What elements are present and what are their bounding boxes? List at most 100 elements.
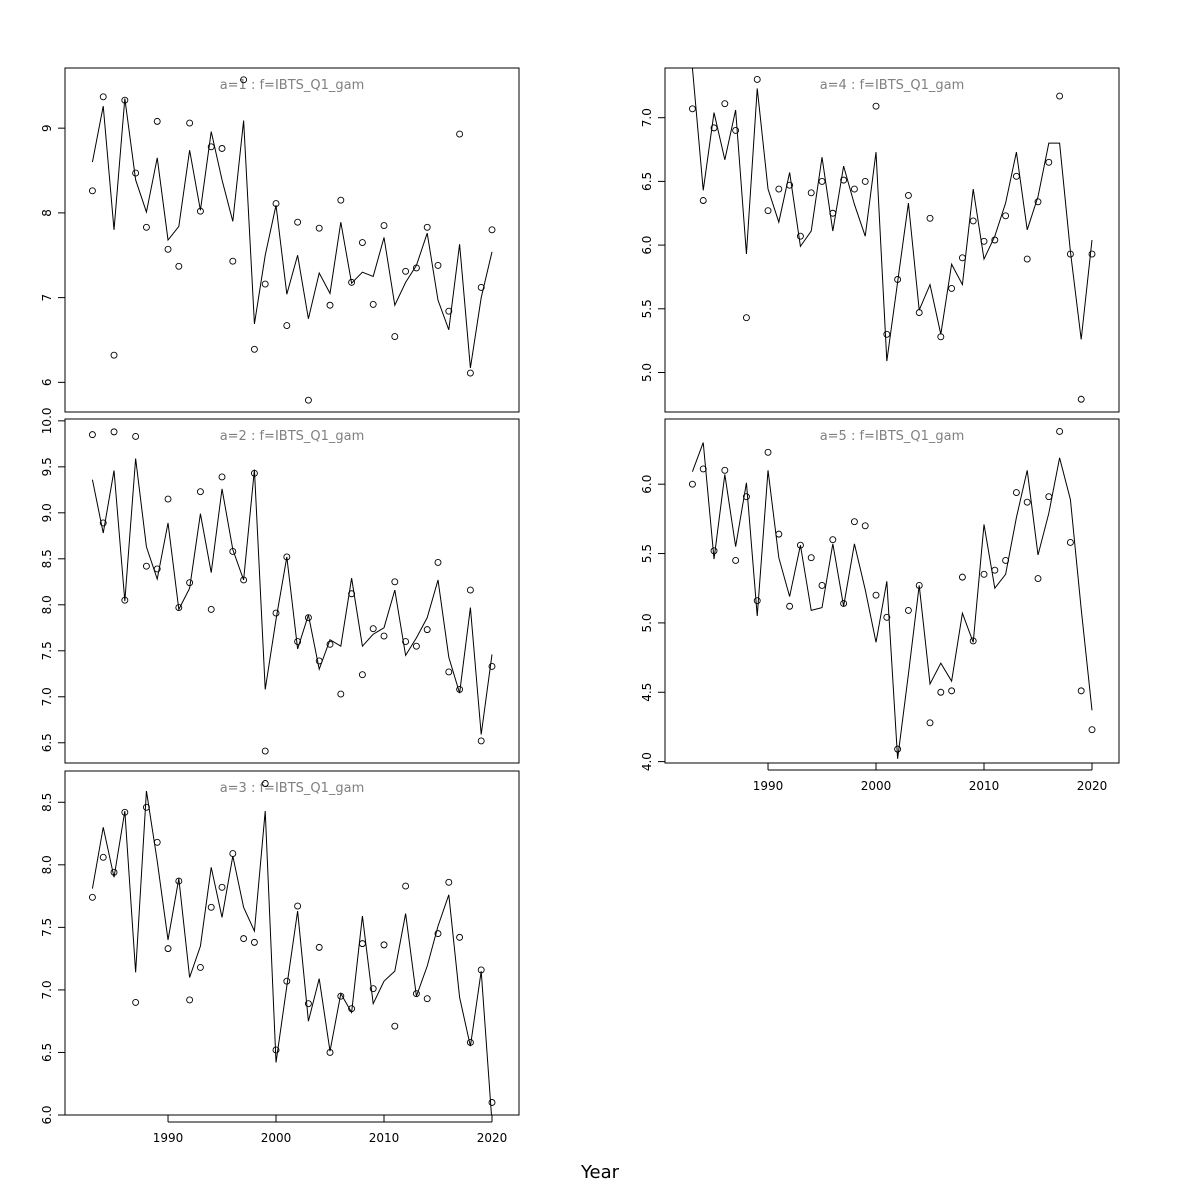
data-point xyxy=(894,276,902,283)
data-point xyxy=(710,124,718,132)
data-point xyxy=(261,747,269,755)
y-tick-label: 8 xyxy=(40,209,54,217)
y-tick-label: 7.0 xyxy=(40,687,54,706)
data-point xyxy=(488,662,496,670)
data-point xyxy=(915,309,923,317)
data-point xyxy=(1077,395,1085,403)
data-point xyxy=(348,278,356,286)
data-point xyxy=(710,547,718,555)
data-point xyxy=(250,345,258,353)
data-point xyxy=(958,573,966,581)
fit-line xyxy=(691,442,1093,759)
data-point xyxy=(883,330,891,338)
data-point xyxy=(742,314,750,322)
data-point xyxy=(980,570,988,578)
data-point xyxy=(721,466,729,474)
data-point xyxy=(132,433,140,440)
data-point xyxy=(980,237,988,245)
data-point xyxy=(358,940,366,948)
panel: a=1 : f=IBTS_Q1_gam 6 7 8 9 xyxy=(40,67,520,413)
data-point xyxy=(186,119,194,127)
data-point xyxy=(348,1005,356,1013)
data-point xyxy=(764,448,772,456)
data-point xyxy=(477,283,485,291)
data-point xyxy=(196,963,204,971)
data-point xyxy=(294,638,302,646)
data-point xyxy=(186,579,194,587)
data-point xyxy=(423,995,431,1003)
data-point xyxy=(1088,250,1096,258)
data-point xyxy=(186,996,194,1004)
data-point xyxy=(818,177,826,185)
data-point xyxy=(786,181,794,189)
data-point xyxy=(304,614,312,622)
data-point xyxy=(1034,575,1042,582)
data-point xyxy=(412,642,420,650)
data-point xyxy=(753,597,761,605)
data-point xyxy=(380,222,388,230)
data-point xyxy=(121,96,129,104)
y-tick-label: 8.0 xyxy=(40,855,54,874)
x-tick-label: 1990 xyxy=(753,779,784,793)
y-tick-label: 8.5 xyxy=(40,793,54,812)
panel-title: a=4 : f=IBTS_Q1_gam xyxy=(820,78,965,93)
data-point xyxy=(229,257,237,265)
data-point xyxy=(196,207,204,215)
data-point xyxy=(1034,198,1042,206)
data-point xyxy=(937,333,945,341)
data-point xyxy=(402,882,410,890)
y-tick-label: 5.5 xyxy=(640,544,654,563)
y-tick-label: 4.0 xyxy=(640,752,654,771)
fit-line xyxy=(91,458,493,735)
data-point xyxy=(688,480,696,488)
y-tick-label: 8.5 xyxy=(40,549,54,568)
data-point xyxy=(732,126,740,134)
y-tick-label: 7.5 xyxy=(40,918,54,937)
data-point xyxy=(775,185,783,193)
data-point xyxy=(207,903,215,911)
data-point xyxy=(218,145,226,152)
data-point xyxy=(688,105,696,113)
data-point xyxy=(721,100,729,108)
data-point xyxy=(315,943,323,951)
data-point xyxy=(261,780,269,787)
data-point xyxy=(369,625,377,633)
data-point xyxy=(132,169,140,177)
data-point xyxy=(764,207,772,215)
data-point xyxy=(445,878,453,886)
data-point xyxy=(88,187,96,195)
data-point xyxy=(423,626,431,634)
panel-frame xyxy=(664,67,1120,413)
data-point xyxy=(488,1099,496,1106)
panel-title: a=5 : f=IBTS_Q1_gam xyxy=(820,429,965,444)
y-tick-label: 10.0 xyxy=(40,407,54,434)
y-tick-label: 9.0 xyxy=(40,503,54,522)
data-point xyxy=(402,638,410,646)
data-point xyxy=(699,465,707,473)
data-point xyxy=(164,945,172,953)
y-tick-label: 6.0 xyxy=(640,475,654,494)
data-point xyxy=(840,600,848,607)
data-point xyxy=(1066,250,1074,258)
data-point xyxy=(445,668,453,676)
data-point xyxy=(1077,687,1085,695)
data-point xyxy=(861,522,869,530)
data-point xyxy=(337,992,345,1000)
data-point xyxy=(175,604,183,612)
data-point xyxy=(218,883,226,891)
data-point xyxy=(775,530,783,538)
data-point xyxy=(1045,493,1053,501)
x-tick-label: 2000 xyxy=(861,779,892,793)
x-axis-label: Year xyxy=(580,1162,620,1183)
panel: a=4 : f=IBTS_Q1_gam 7.0 6.5 6.0 5.5 5.0 xyxy=(640,67,1120,413)
data-point xyxy=(315,224,323,232)
data-point xyxy=(337,196,345,204)
data-point xyxy=(294,218,302,226)
data-point xyxy=(142,562,150,570)
data-point xyxy=(380,941,388,949)
y-tick-label: 6.5 xyxy=(640,172,654,191)
data-point xyxy=(348,590,356,598)
data-point xyxy=(488,226,496,234)
